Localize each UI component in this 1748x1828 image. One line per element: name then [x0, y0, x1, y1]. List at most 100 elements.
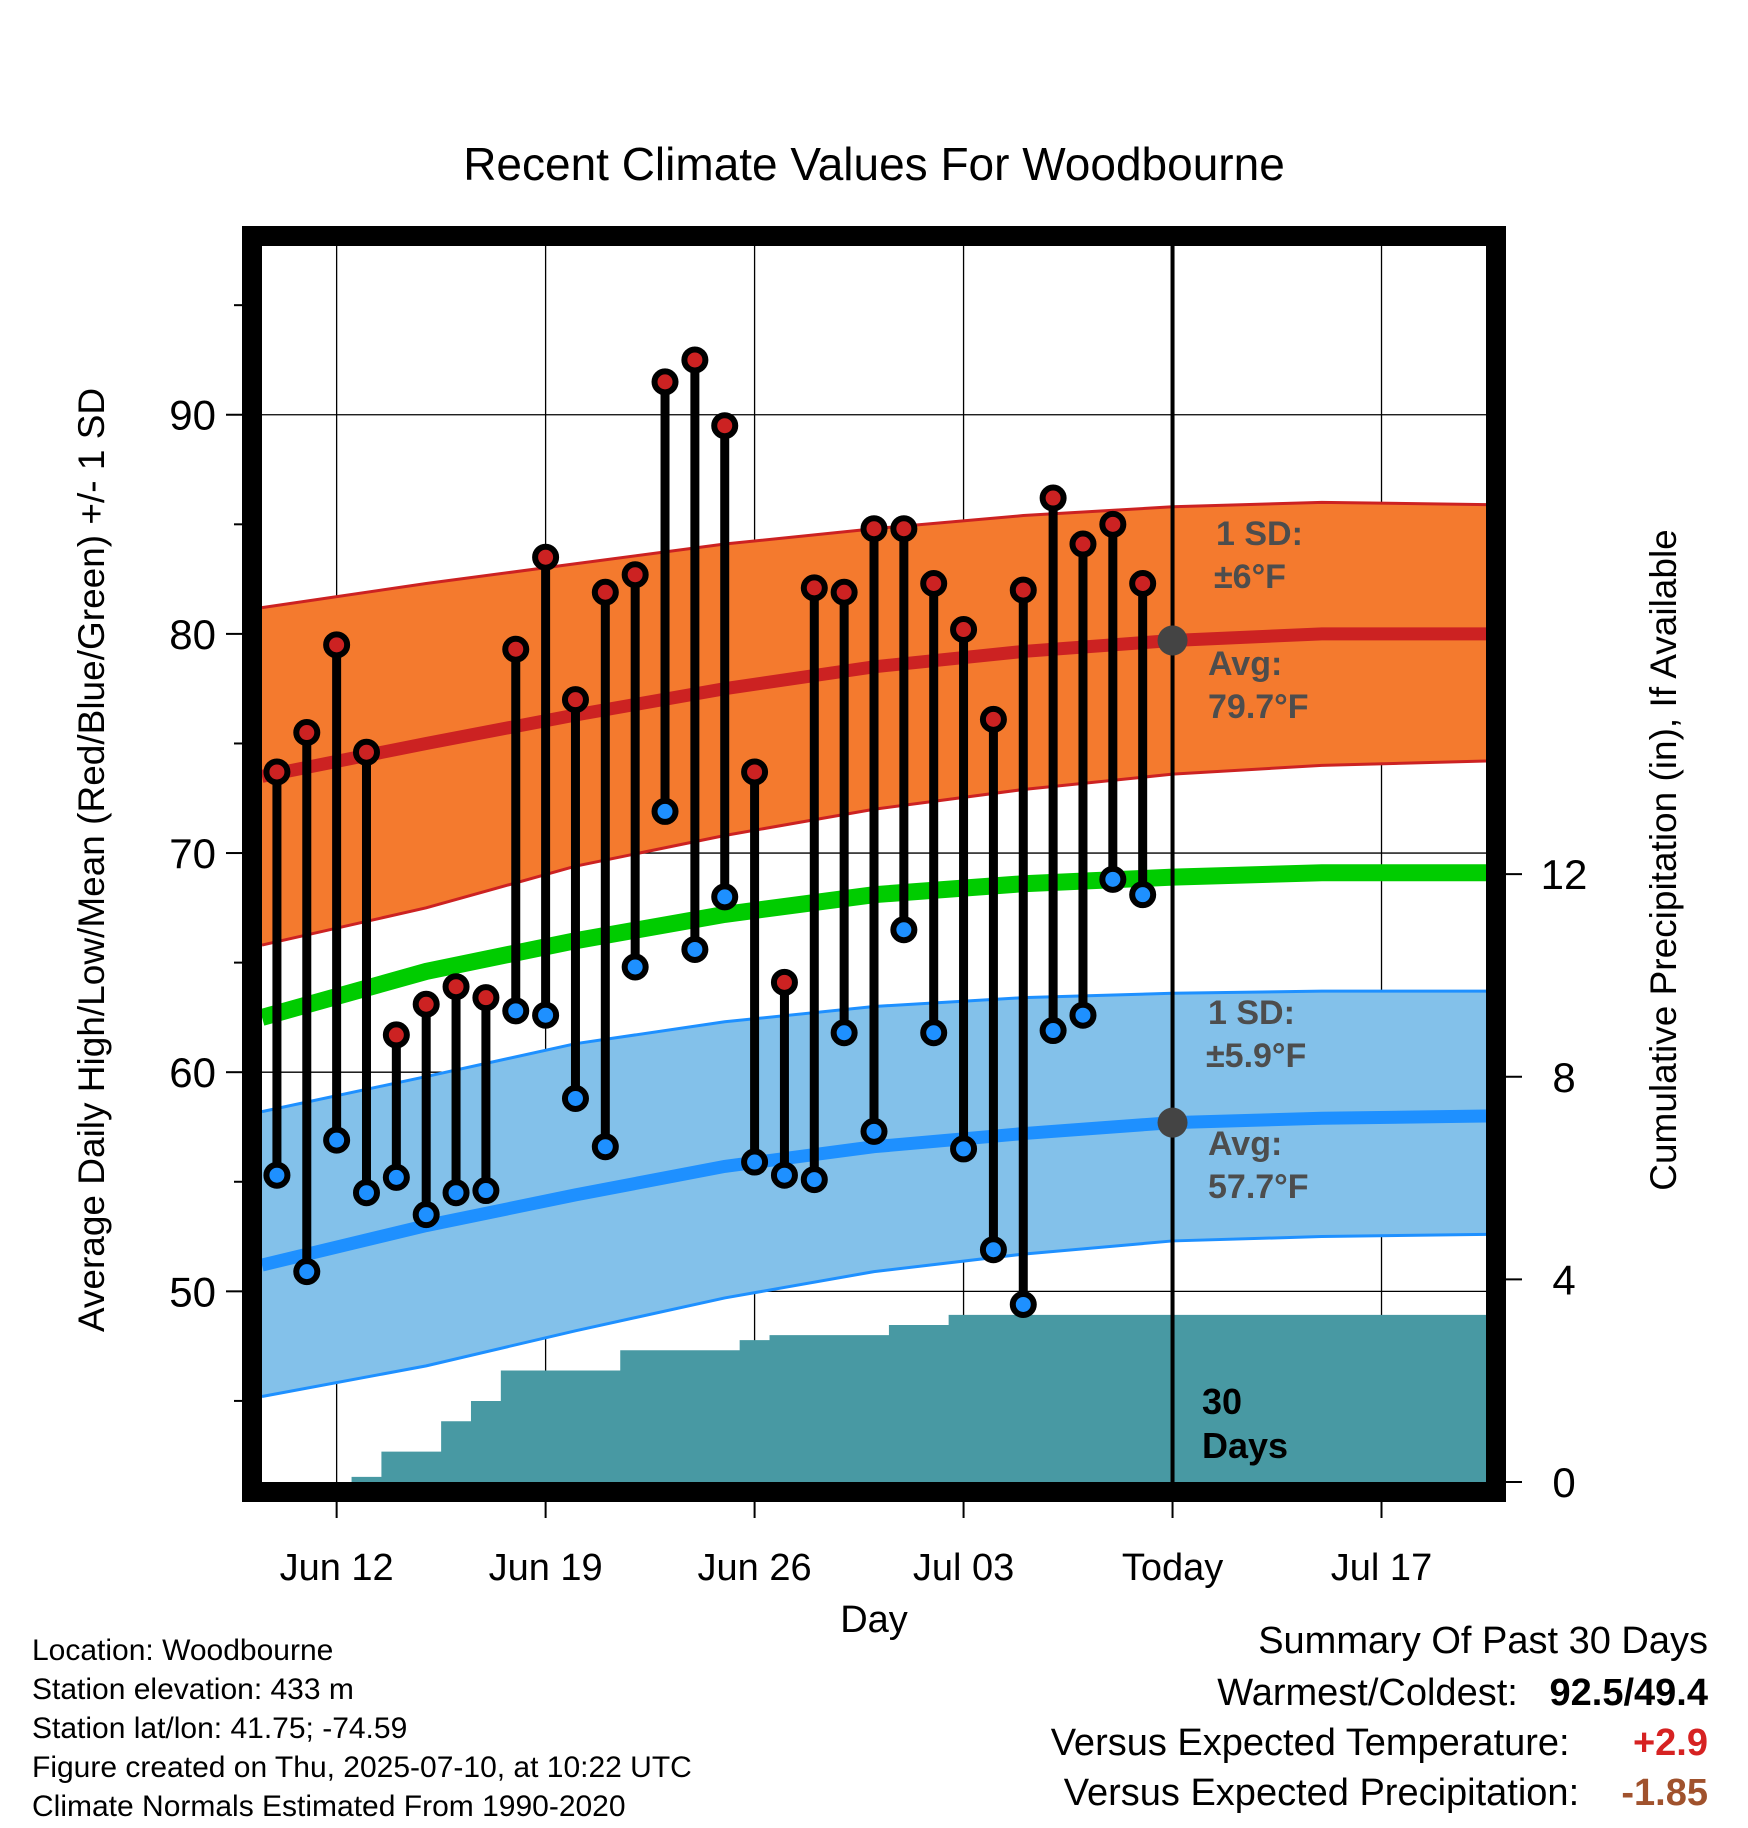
low-point-13: [651, 797, 679, 825]
high-point-7: [472, 984, 500, 1012]
high-point-23: [950, 616, 978, 644]
window-label-days: Days: [1202, 1425, 1288, 1466]
y-tick-label-60: 60: [169, 1049, 216, 1096]
today-low-avg-marker: [1157, 1107, 1188, 1138]
high-point-8: [502, 635, 530, 663]
x-tick-label-2: Jun 26: [698, 1547, 812, 1589]
y2-tick-label-12: 12: [1541, 851, 1588, 898]
low-point-16: [741, 1148, 769, 1176]
high-avg-value: 79.7°F: [1208, 688, 1309, 726]
high-point-25: [1009, 576, 1037, 604]
low-point-12: [621, 953, 649, 981]
low-point-1: [293, 1258, 321, 1286]
x-axis: Jun 12 Jun 19 Jun 26 Jul 03 Today Jul 17: [280, 1502, 1432, 1589]
y-tick-label-70: 70: [169, 830, 216, 877]
temp-value: +2.9: [1632, 1722, 1708, 1764]
high-sd-label: 1 SD:: [1216, 515, 1303, 553]
high-point-19: [830, 578, 858, 606]
precipitation-cumulative: [262, 1314, 1486, 1482]
x-axis-label: Day: [840, 1599, 908, 1641]
low-point-6: [442, 1179, 470, 1207]
low-point-9: [532, 1001, 560, 1029]
y2-axis-label: Cumulative Precipitation (in), If Availa…: [1643, 529, 1684, 1191]
x-tick-label-5: Jul 17: [1331, 1547, 1432, 1589]
low-point-8: [502, 997, 530, 1025]
high-point-4: [382, 1021, 410, 1049]
low-point-7: [472, 1177, 500, 1205]
low-point-29: [1129, 881, 1157, 909]
meta-elevation: Station elevation: 433 m: [32, 1673, 354, 1706]
high-point-27: [1069, 530, 1097, 558]
y-axis-right: 0 4 8 12: [1506, 851, 1587, 1506]
x-tick-label-4: Today: [1122, 1547, 1223, 1589]
low-point-21: [890, 916, 918, 944]
y-tick-label-50: 50: [169, 1268, 216, 1315]
meta-created: Figure created on Thu, 2025-07-10, at 10…: [32, 1751, 692, 1784]
low-point-15: [711, 883, 739, 911]
low-point-20: [860, 1117, 888, 1145]
summary-temp: Versus Expected Temperature: +2.9: [1051, 1724, 1708, 1762]
summary-warmest-coldest: Warmest/Coldest: 92.5/49.4: [1217, 1674, 1708, 1712]
low-point-18: [800, 1166, 828, 1194]
high-point-20: [860, 515, 888, 543]
low-avg-label: Avg:: [1208, 1125, 1282, 1163]
low-point-24: [979, 1236, 1007, 1264]
low-point-26: [1039, 1017, 1067, 1045]
high-point-11: [591, 578, 619, 606]
low-point-11: [591, 1133, 619, 1161]
today-high-avg-marker: [1157, 625, 1188, 656]
precipitation-area: [262, 1314, 1486, 1482]
low-sd-label: 1 SD:: [1208, 994, 1295, 1032]
low-point-4: [382, 1163, 410, 1191]
high-point-10: [561, 686, 589, 714]
low-point-0: [263, 1161, 291, 1189]
high-point-15: [711, 412, 739, 440]
x-tick-label-3: Jul 03: [913, 1547, 1014, 1589]
high-point-28: [1099, 510, 1127, 538]
y-axis-left: 50 60 70 80 90: [169, 304, 242, 1402]
warmest-coldest-label: Warmest/Coldest:: [1217, 1672, 1518, 1714]
window-label-number: 30: [1202, 1381, 1242, 1422]
precip-label: Versus Expected Precipitation:: [1063, 1772, 1580, 1814]
low-point-27: [1069, 1001, 1097, 1029]
temp-label: Versus Expected Temperature:: [1050, 1722, 1570, 1764]
y-tick-label-90: 90: [169, 392, 216, 439]
precip-value: -1.85: [1621, 1772, 1708, 1814]
today-avg-markers: [1157, 625, 1188, 1138]
high-point-3: [352, 738, 380, 766]
high-point-2: [323, 631, 351, 659]
daily-dots: [263, 346, 1157, 1318]
low-avg-line: [260, 1109, 1487, 1272]
high-sd-value: ±6°F: [1214, 558, 1286, 596]
low-avg-value: 57.7°F: [1208, 1168, 1309, 1206]
low-point-19: [830, 1019, 858, 1047]
low-point-3: [352, 1179, 380, 1207]
low-point-14: [681, 935, 709, 963]
low-point-10: [561, 1084, 589, 1112]
low-sd-value: ±5.9°F: [1206, 1037, 1306, 1075]
high-point-12: [621, 561, 649, 589]
high-point-5: [412, 990, 440, 1018]
x-tick-label-0: Jun 12: [280, 1547, 394, 1589]
meta-latlon: Station lat/lon: 41.75; -74.59: [32, 1712, 408, 1745]
high-point-22: [920, 569, 948, 597]
high-point-21: [890, 515, 918, 543]
annotations: 1 SD: ±6°F Avg: 79.7°F 1 SD: ±5.9°F Avg:…: [1202, 515, 1309, 1466]
high-point-13: [651, 368, 679, 396]
low-sd-lower-edge: [261, 1232, 1487, 1399]
y2-tick-label-8: 8: [1552, 1054, 1575, 1101]
low-point-23: [950, 1135, 978, 1163]
high-point-0: [263, 758, 291, 786]
summary-title: Summary Of Past 30 Days: [1258, 1620, 1708, 1662]
low-point-28: [1099, 865, 1127, 893]
low-point-2: [323, 1126, 351, 1154]
high-point-9: [532, 543, 560, 571]
high-point-29: [1129, 569, 1157, 597]
meta-normals: Climate Normals Estimated From 1990-2020: [32, 1790, 626, 1823]
summary-precip: Versus Expected Precipitation: -1.85: [1064, 1774, 1708, 1812]
y-tick-label-80: 80: [169, 611, 216, 658]
warmest-coldest-value: 92.5/49.4: [1549, 1672, 1708, 1714]
x-tick-label-1: Jun 19: [489, 1547, 603, 1589]
high-point-14: [681, 346, 709, 374]
